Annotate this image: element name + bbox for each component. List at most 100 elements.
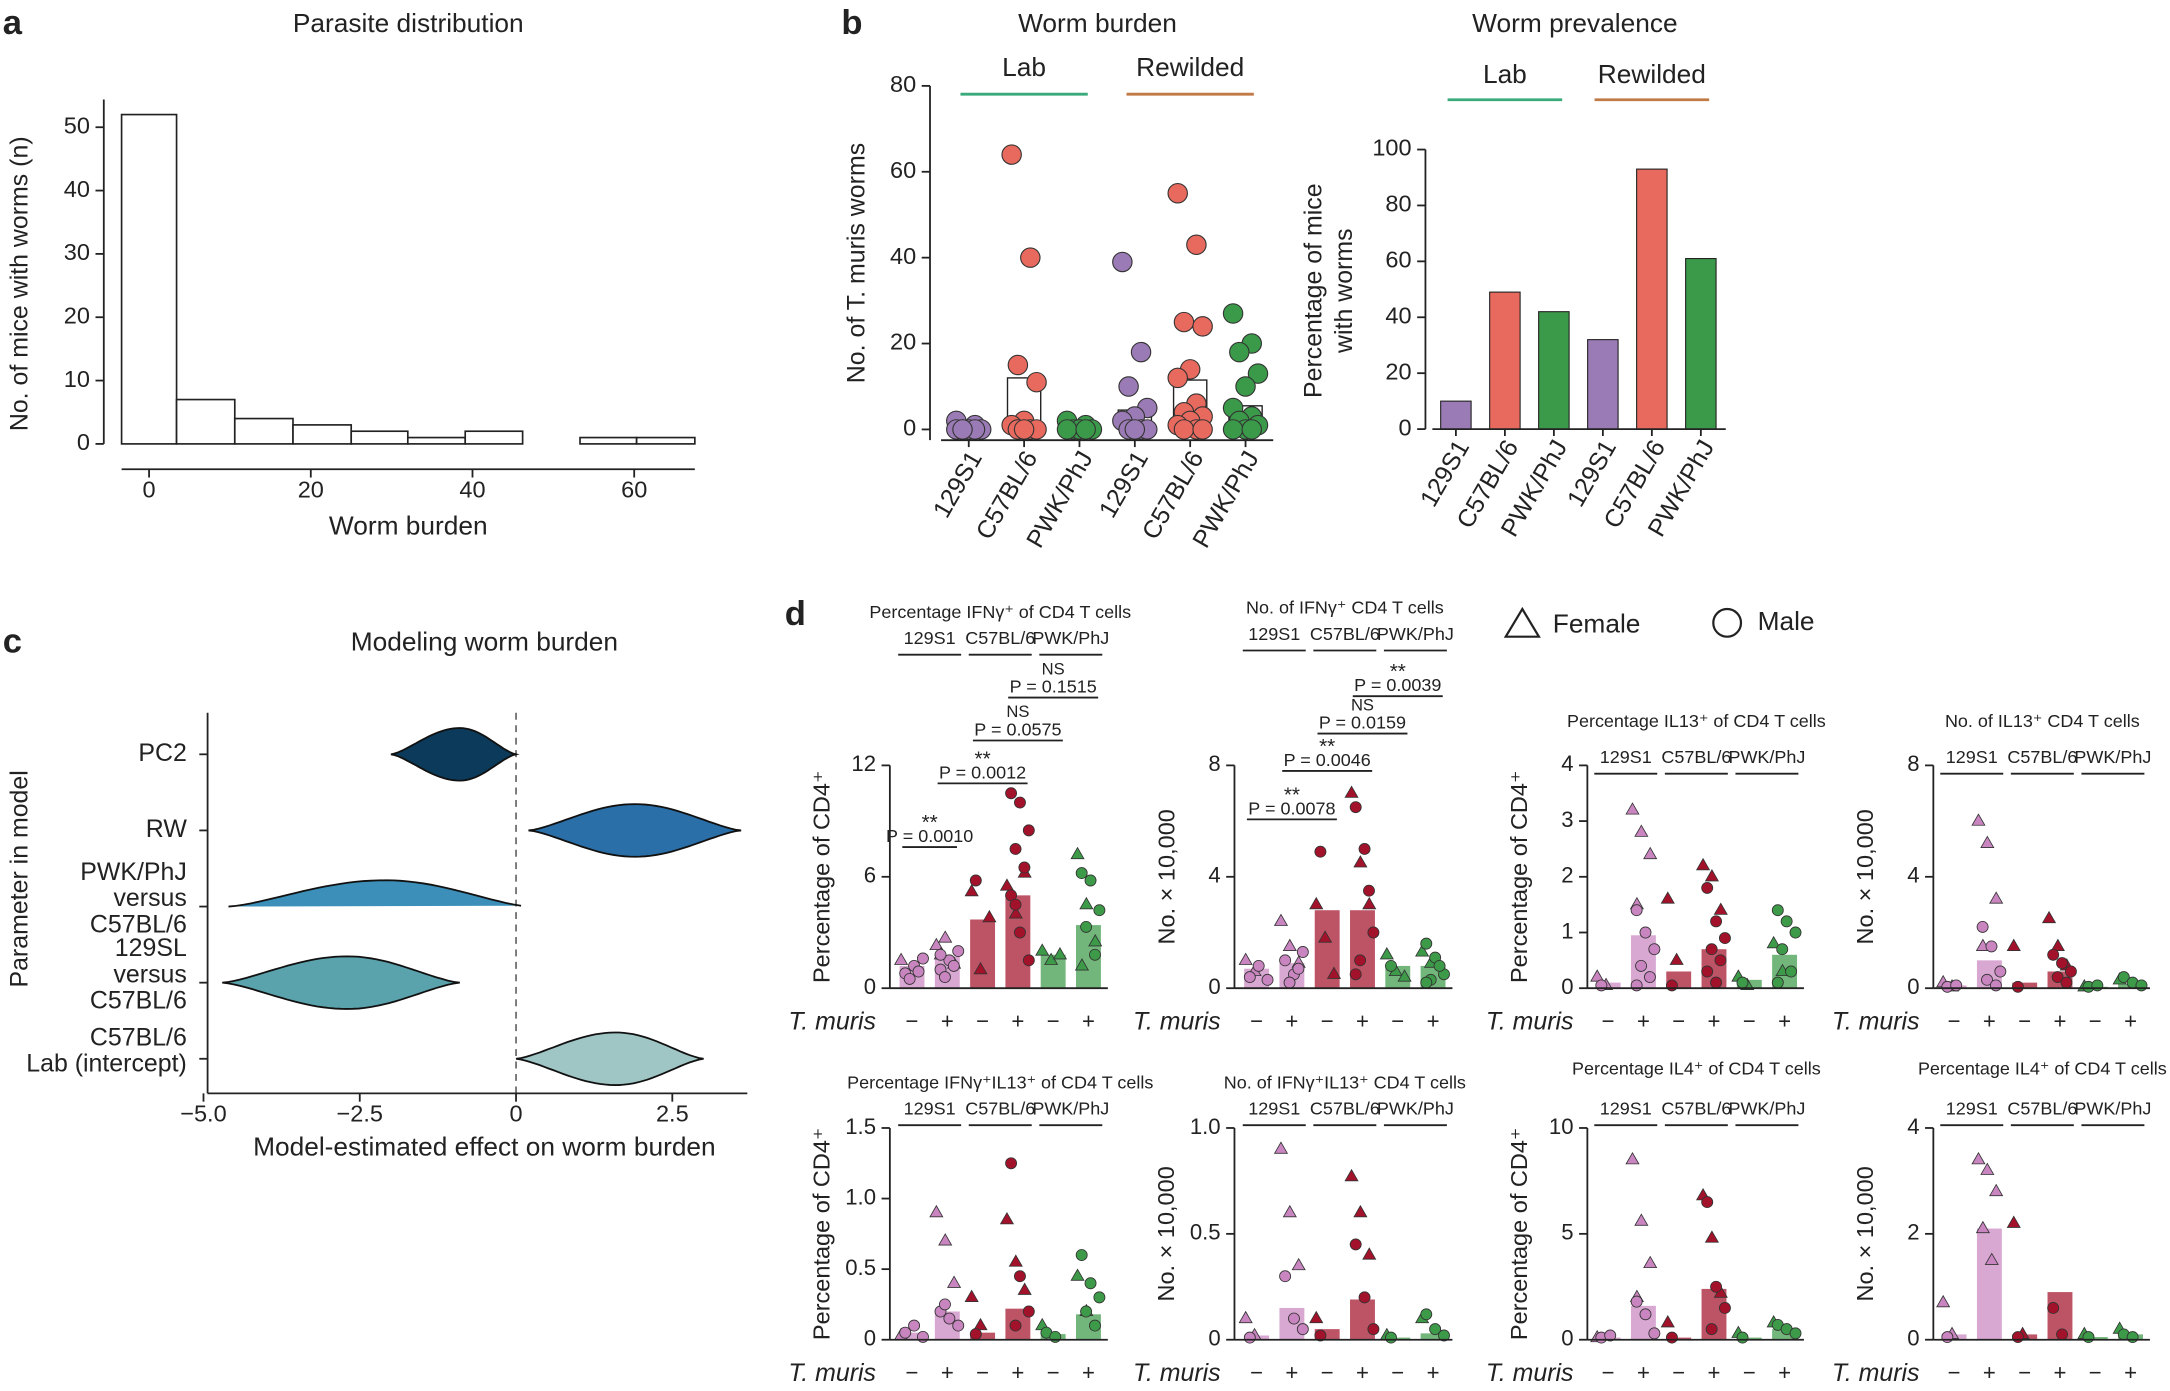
y-tick-label: 0 [1907,1326,1919,1351]
male-point [1288,1312,1300,1325]
x-axis-label: T. muris [1133,1007,1221,1035]
panel-letter: d [785,595,806,633]
group-label: PWK/PhJ [1377,624,1454,644]
y-tick-label: 0.5 [845,1255,876,1280]
chart-title: Worm burden [1018,8,1177,38]
male-point [1261,973,1274,986]
x-tick-label: − [906,1360,919,1385]
female-point [2041,910,2057,924]
male-point [1701,881,1714,894]
panel-title: No. of IFNγ⁺IL13⁺ CD4 T cells [1224,1072,1466,1092]
x-axis-label: T. muris [1486,1007,1574,1035]
x-tick-label: −5.0 [180,1101,226,1127]
female-point [1309,1310,1324,1324]
female-point [946,1275,962,1288]
y-tick-label: 60 [1385,247,1411,273]
female-point [2050,938,2065,951]
female-point [973,961,988,975]
female-point [1984,1252,1999,1265]
male-point [969,1328,982,1341]
male-point [1279,954,1292,967]
female-point [1971,1151,1986,1165]
male-point [1358,1291,1371,1304]
male-point [1771,904,1784,917]
female-point [999,878,1015,891]
male-point [1771,976,1784,989]
histogram-bar [464,430,524,445]
male-point [1014,926,1026,939]
y-tick-label: PWK/PhJ [80,858,187,886]
y-tick-label: 10 [64,366,90,392]
male-point [1296,946,1309,958]
bar [1685,258,1717,430]
group-label: C57BL/6 [2007,1099,2077,1119]
group-label: PWK/PhJ [1032,1099,1109,1119]
x-tick-label: − [1250,1360,1263,1385]
male-point [1710,915,1723,928]
histogram-bar [635,436,696,445]
data-point [1173,311,1195,333]
male-point [1358,842,1371,855]
female-point [1238,1310,1253,1324]
p-value: P = 0.0046 [1284,750,1371,770]
y-tick-label: 40 [890,243,916,269]
bar [1976,1228,2002,1340]
group-label: PWK/PhJ [2074,1099,2151,1119]
data-point [1167,367,1188,389]
y-tick-label: 0 [1208,1326,1220,1351]
y-axis-label: Percentage of mice [1299,183,1327,398]
data-point [1247,363,1269,384]
panel-title: Percentage IL4⁺ of CD4 T cells [1572,1059,1821,1079]
violin [228,879,522,908]
legend-label: Male [1758,606,1815,636]
y-tick-label: 0 [1208,974,1220,999]
x-tick-label: + [1356,1009,1369,1034]
female-point [1362,896,1377,910]
female-point [1362,1247,1377,1260]
female-point [1070,846,1085,860]
female-point [1660,1315,1675,1328]
histogram-bar [350,430,409,445]
bar [1385,1337,1411,1340]
bar [1666,1337,1692,1340]
x-tick-label: + [1011,1009,1024,1034]
y-tick-label: 20 [64,302,90,328]
x-tick-label: + [1983,1009,1996,1034]
male-point [2051,971,2064,984]
data-point [1013,419,1035,440]
y-axis-label: Percentage of CD4⁺ [1506,1128,1532,1340]
male-point [1314,845,1327,858]
male-point [2064,965,2077,978]
male-point [1420,1308,1433,1321]
violin [515,1031,704,1086]
group-label: PWK/PhJ [1728,1099,1805,1119]
male-point [1093,904,1106,917]
female-point [1282,938,1297,951]
male-point [1075,867,1088,880]
male-point [1710,1280,1723,1293]
x-tick-label: − [1743,1360,1756,1385]
data-point [1222,419,1244,440]
female-point [1353,1204,1368,1218]
female-point [1282,1204,1297,1218]
male-point [1604,1329,1617,1342]
male-point [2047,948,2060,961]
female-point [1989,891,2004,904]
data-point [1186,234,1207,256]
panel-title: Percentage IFNγ⁺ of CD4 T cells [869,602,1131,622]
male-point [1349,968,1362,981]
male-point [1714,954,1727,967]
histogram-bar [292,424,353,445]
y-tick-label: 100 [1372,135,1411,161]
female-point [1936,1294,1951,1308]
female-point [1669,952,1684,965]
significance: ** [1284,783,1300,806]
y-tick-label: 0 [1907,974,1919,999]
y-axis-label: No. × 10,000 [1153,809,1179,944]
x-tick-label: − [976,1360,989,1385]
x-axis-label: T. muris [1832,1007,1920,1035]
data-point [1075,419,1096,440]
male-point [952,1319,965,1332]
x-tick-label: − [1948,1360,1961,1385]
female-point [1344,785,1359,798]
